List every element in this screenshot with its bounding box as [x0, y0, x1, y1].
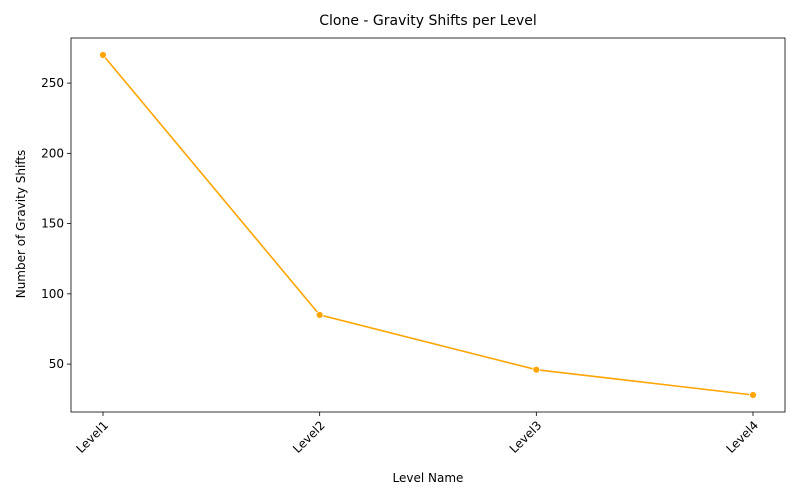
- plot-area: 50 100 150 200 250 Level1 Level2 Level3 Level4: [41, 37, 786, 456]
- x-tick-label: Level4: [723, 418, 761, 456]
- y-tick-label: 150: [41, 217, 64, 231]
- x-tick-label: Level1: [73, 418, 111, 456]
- data-point: [532, 365, 541, 374]
- y-tick-label: 250: [41, 76, 64, 90]
- x-tick-label: Level3: [507, 418, 545, 456]
- y-tick-label: 100: [41, 287, 64, 301]
- x-tick-label: Level2: [290, 418, 328, 456]
- data-point: [315, 311, 324, 319]
- y-tick-label: 50: [49, 357, 64, 371]
- series-line: [102, 54, 754, 396]
- y-axis-label: Number of Gravity Shifts: [14, 150, 28, 299]
- data-point: [749, 391, 757, 399]
- x-axis-label: Level Name: [393, 471, 464, 485]
- chart-title: Clone - Gravity Shifts per Level: [319, 13, 536, 29]
- data-point: [99, 51, 107, 59]
- axes-frame: [70, 37, 786, 413]
- y-tick-label: 200: [41, 146, 64, 160]
